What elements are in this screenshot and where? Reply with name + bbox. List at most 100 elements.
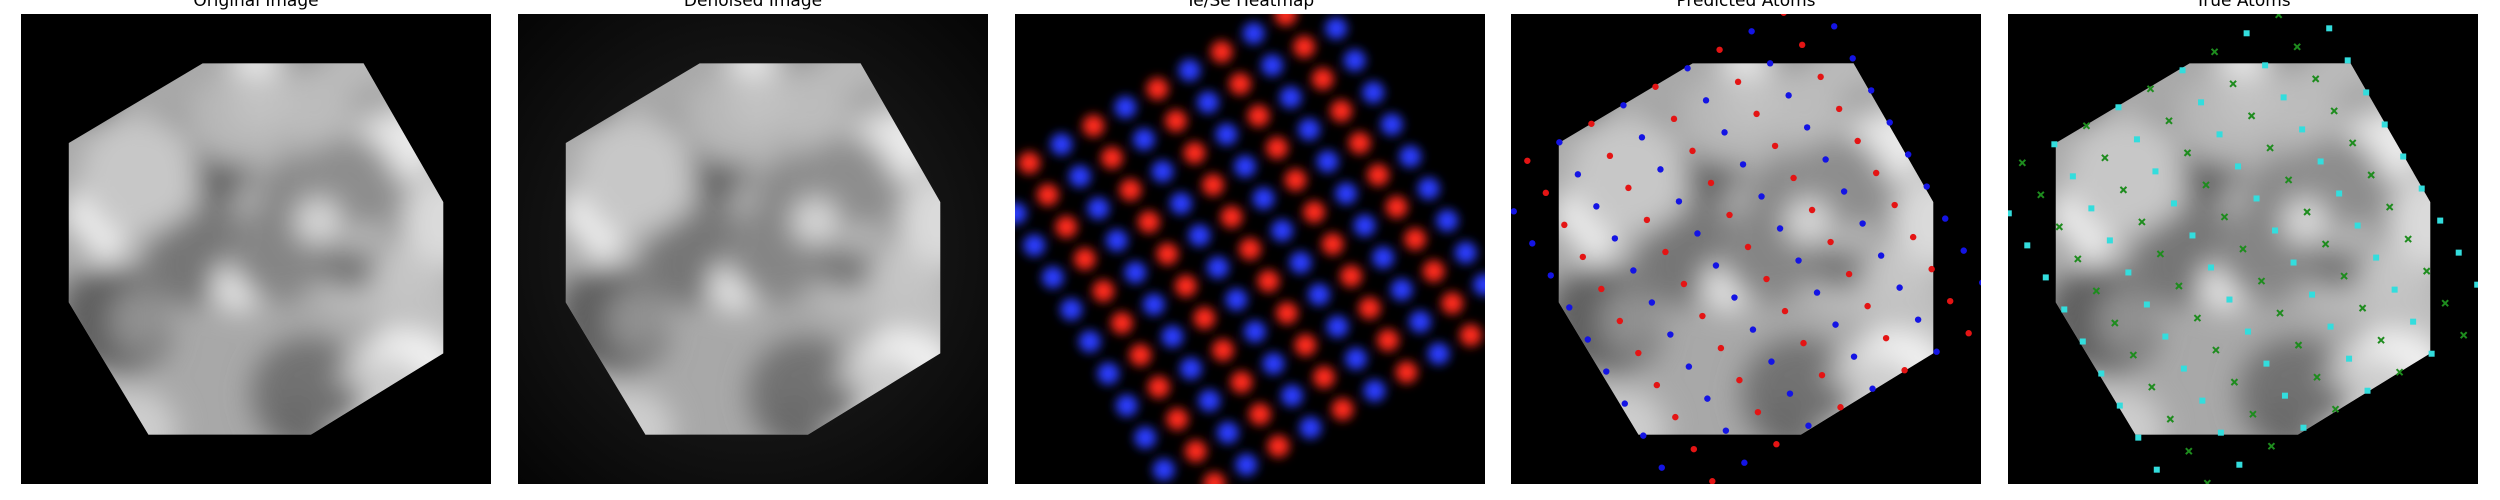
heat-spot: [1097, 362, 1120, 385]
heat-spot: [1151, 160, 1174, 183]
texture-blob: [193, 193, 239, 239]
heat-spot: [1390, 278, 1413, 301]
predicted-atom: [1786, 390, 1794, 397]
true-atom: [2226, 296, 2233, 303]
predicted-atom: [1690, 445, 1698, 453]
true-atom: [2106, 237, 2113, 244]
true-atom: [2243, 30, 2250, 37]
texture-blob: [818, 63, 883, 97]
true-atom: [2193, 314, 2202, 322]
true-atom: [2391, 286, 2398, 293]
heat-spot: [1105, 229, 1128, 252]
heat-spot: [1050, 133, 1073, 156]
predicted-atom: [1731, 294, 1738, 301]
predicted-atom: [1648, 299, 1656, 306]
predicted-atom: [1680, 280, 1688, 288]
texture-blob: [230, 73, 288, 131]
heat-spot: [1082, 114, 1105, 137]
heat-spot: [1110, 312, 1133, 334]
texture-blob: [1785, 198, 1832, 245]
heat-spot: [1124, 261, 1147, 284]
true-atom: [2088, 205, 2095, 212]
predicted-atom: [1840, 188, 1848, 195]
predicted-atom: [1574, 171, 1582, 178]
true-atom: [2198, 99, 2205, 106]
heat-spot: [1036, 183, 1059, 206]
true-atom: [2143, 301, 2150, 308]
true-atom: [2185, 447, 2193, 455]
predicted-atom: [1694, 230, 1701, 237]
predicted-atom: [1684, 65, 1691, 72]
texture-blob: [576, 116, 695, 235]
true-atom: [2092, 287, 2101, 295]
predicted-atom: [1524, 157, 1531, 164]
predicted-atom: [1818, 371, 1826, 379]
heat-spot: [1284, 168, 1307, 191]
predicted-atom: [1850, 353, 1858, 360]
heat-spot: [1161, 325, 1184, 348]
predicted-atom: [1707, 179, 1715, 187]
predicted-atom: [1827, 238, 1834, 246]
true-atom: [2281, 392, 2288, 399]
true-atom: [2217, 429, 2224, 436]
true-atom: [2385, 203, 2394, 211]
predicted-atom: [1566, 304, 1573, 311]
heat-spot: [1358, 297, 1381, 320]
texture-blob: [792, 198, 839, 245]
heat-spot: [1267, 435, 1290, 458]
panel-title: True Atoms: [2194, 0, 2290, 11]
heat-spot: [1230, 371, 1253, 394]
true-atom: [2363, 89, 2370, 96]
heat-spot: [1197, 91, 1220, 114]
predicted-atom: [1640, 432, 1647, 439]
true-atom: [2410, 318, 2417, 325]
predicted-atom: [1658, 464, 1665, 471]
predicted-atom: [1768, 358, 1775, 365]
true-atom: [2179, 67, 2186, 74]
predicted-atom: [1716, 46, 1723, 53]
true-atom: [2330, 107, 2338, 115]
true-atom: [2294, 341, 2303, 349]
predicted-atom: [1896, 284, 1903, 291]
predicted-atom: [1763, 275, 1770, 283]
predicted-atom: [1753, 110, 1760, 118]
true-atom: [2166, 415, 2175, 423]
heat-spot: [1473, 273, 1485, 296]
true-atom: [2101, 154, 2109, 162]
predicted-atom: [1561, 221, 1568, 229]
true-atom: [2354, 222, 2361, 229]
predicted-atom: [1611, 235, 1619, 242]
true-atom: [2183, 149, 2192, 157]
true-atom: [2404, 235, 2412, 243]
heat-spot: [1252, 187, 1275, 210]
panel-image: [1511, 14, 1981, 484]
true-atom: [2331, 405, 2340, 413]
predicted-atom: [1800, 339, 1807, 347]
true-atom: [2364, 387, 2371, 394]
true-atom: [2119, 186, 2128, 194]
heat-spot: [1092, 279, 1115, 302]
heat-spot: [1257, 270, 1280, 293]
true-atom: [2098, 370, 2105, 377]
predicted-atom: [1905, 151, 1912, 158]
true-atom: [2018, 159, 2027, 167]
heat-spot: [1243, 320, 1266, 343]
texture-blob: [295, 198, 342, 245]
predicted-atom: [1741, 459, 1748, 466]
predicted-atom: [1868, 87, 1875, 94]
heat-spot: [1293, 35, 1316, 58]
predicted-atom: [1766, 60, 1774, 67]
texture-blob: [2074, 224, 2115, 265]
heat-spot: [1436, 209, 1459, 232]
heat-spot: [1271, 219, 1294, 242]
heat-spot: [1198, 389, 1221, 412]
true-atom: [2125, 269, 2132, 276]
predicted-atom: [1588, 120, 1595, 127]
true-atom: [2165, 117, 2173, 125]
heat-spot: [1459, 324, 1482, 347]
heat-spot: [1348, 131, 1371, 154]
predicted-atom: [1798, 41, 1806, 49]
heat-spot: [1055, 215, 1078, 238]
texture-blob: [79, 116, 198, 235]
predicted-atom: [1914, 316, 1922, 323]
